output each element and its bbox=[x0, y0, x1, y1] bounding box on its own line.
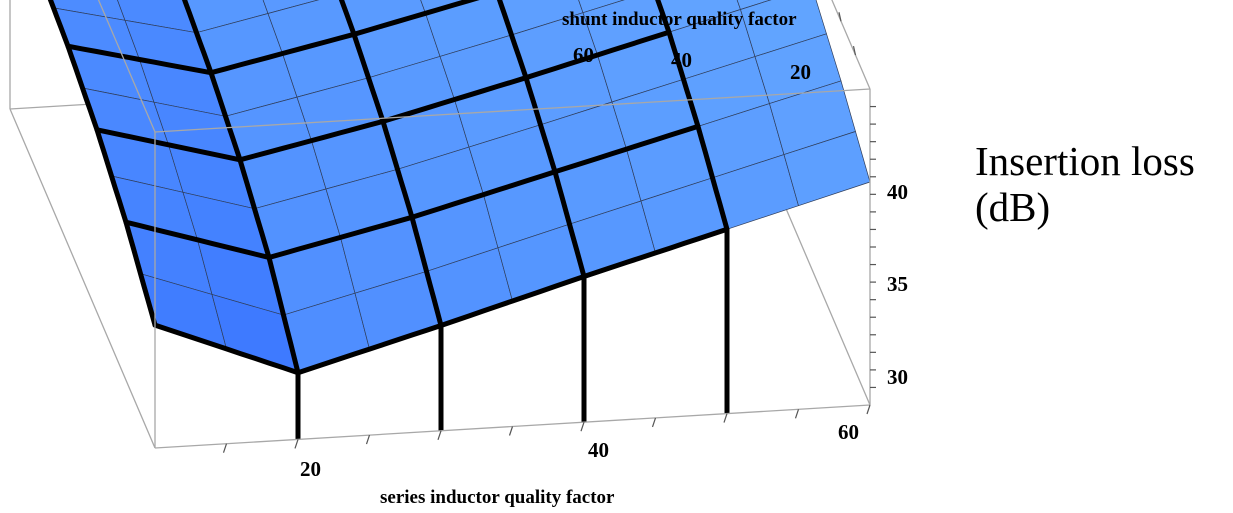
curve-constant-series-q-50 bbox=[655, 0, 730, 232]
axis-tick-marks bbox=[222, 12, 876, 453]
x-axis-title: series inductor quality factor bbox=[380, 487, 615, 508]
x-axis-tick bbox=[365, 434, 371, 445]
surface-mesh bbox=[47, 0, 871, 376]
y-tick-label-40: 40 bbox=[671, 48, 692, 72]
y-tick-label-20: 20 bbox=[790, 60, 811, 84]
x-axis-tick bbox=[794, 409, 800, 419]
z-axis-title-line2: (dB) bbox=[975, 184, 1051, 230]
z-tick-label-30: 30 bbox=[887, 365, 908, 389]
x-tick-label-20: 20 bbox=[300, 457, 321, 481]
z-axis-title: Insertion loss (dB) bbox=[975, 138, 1195, 230]
curve-constant-series-q-30 bbox=[338, 0, 444, 328]
x-axis-tick bbox=[580, 422, 585, 432]
box-edge-back bbox=[9, 108, 156, 449]
z-axis-title-line1: Insertion loss bbox=[975, 138, 1195, 184]
x-axis-tick bbox=[222, 443, 228, 453]
x-axis-tick bbox=[508, 426, 514, 436]
box-edge-front bbox=[97, 0, 156, 133]
z-tick-label-40: 40 bbox=[887, 180, 908, 204]
y-axis-title: shunt inductor quality factor bbox=[562, 9, 797, 30]
x-axis-tick bbox=[437, 430, 442, 440]
box-edge-front bbox=[831, 0, 871, 90]
y-axis-tick bbox=[852, 45, 857, 56]
x-axis-tick bbox=[723, 413, 728, 423]
curve-constant-series-q-20 bbox=[181, 0, 301, 376]
vertical-drop-lines bbox=[295, 229, 730, 440]
y-axis-tick bbox=[838, 12, 842, 22]
box-edge-front bbox=[154, 88, 871, 133]
x-tick-label-40: 40 bbox=[588, 438, 609, 462]
z-tick-label-35: 35 bbox=[887, 272, 908, 296]
curve-constant-series-q-40 bbox=[496, 0, 587, 279]
y-tick-label-60: 60 bbox=[573, 43, 594, 67]
x-axis-tick bbox=[294, 439, 299, 449]
x-axis-tick bbox=[651, 417, 657, 428]
surface-facet bbox=[783, 131, 871, 207]
curve-constant-series-q-10 bbox=[47, 0, 158, 328]
x-tick-label-60: 60 bbox=[838, 420, 859, 444]
x-axis-tick bbox=[866, 404, 871, 415]
